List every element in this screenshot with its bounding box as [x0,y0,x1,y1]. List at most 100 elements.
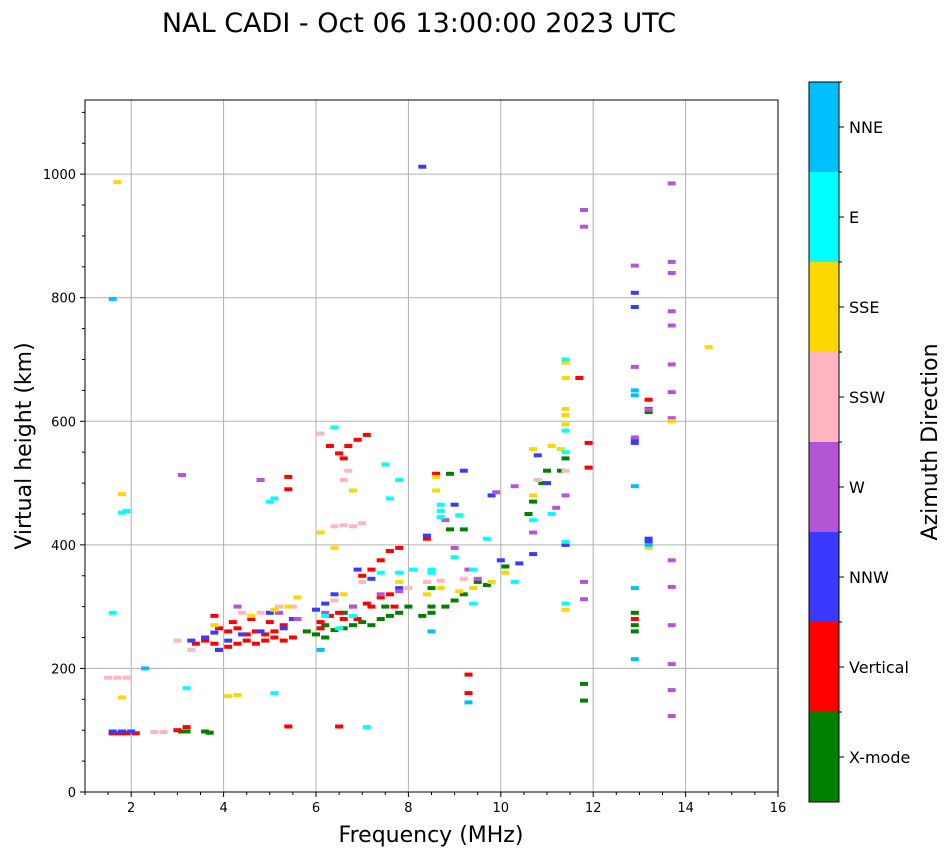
data-point [547,512,556,516]
plot-frame [85,100,778,792]
data-point [344,468,353,473]
data-point [335,626,344,631]
data-point [584,465,593,470]
data-point [367,623,376,628]
data-point [233,626,242,631]
data-point [118,492,126,497]
data-point [561,539,570,544]
data-point [367,576,376,581]
series-ssw [104,419,676,735]
data-point [270,607,279,612]
data-point [427,604,436,609]
data-point [362,601,371,606]
data-point [321,610,330,615]
data-point [432,488,441,493]
data-point [422,536,431,541]
data-point [339,610,348,615]
data-point [510,484,519,489]
data-point [210,641,219,646]
data-point [265,610,274,615]
y-tick-label: 800 [51,292,76,307]
data-point [543,481,551,486]
data-point [427,629,436,634]
data-point [496,558,505,563]
data-point [395,545,404,550]
data-point [459,468,468,473]
y-tick-label: 400 [51,539,76,554]
x-tick-label: 6 [312,801,320,816]
data-point [108,729,117,734]
data-point [288,635,297,640]
data-point [580,208,588,212]
data-point [409,567,417,572]
data-point [630,586,639,591]
data-point [339,617,348,621]
data-point [561,360,570,365]
data-point [630,393,639,398]
data-point [330,545,339,550]
colorbar-segment [809,352,839,442]
data-point [381,604,390,609]
data-point [529,499,538,504]
data-point [284,487,293,492]
data-point [358,521,367,526]
data-point [561,413,570,418]
data-point [376,592,385,597]
data-point [279,626,288,631]
data-point [529,493,538,498]
data-point [580,224,588,229]
data-point [556,468,565,473]
data-point [529,552,538,557]
data-point [238,632,247,637]
y-axis-label: Virtual height (km) [12,342,37,549]
data-point [667,662,676,667]
series-nne [108,296,653,705]
data-point [436,515,445,520]
data-point [215,626,223,631]
data-point [404,586,413,591]
colorbar-segment [809,532,839,622]
data-point [561,406,570,411]
x-tick-label: 14 [677,801,694,816]
data-point [667,309,676,314]
colorbar-tick-label: W [849,478,865,497]
x-tick-label: 16 [770,801,787,816]
data-point [381,462,390,467]
data-point [284,724,293,729]
data-point [182,729,191,734]
data-point [316,530,325,535]
data-point [293,617,302,621]
data-point [265,620,274,625]
data-point [667,584,676,589]
data-point [427,586,436,591]
data-point [215,647,223,652]
data-point [524,512,533,516]
data-point [436,578,445,583]
y-tick-label: 200 [51,662,76,677]
data-point [630,437,639,442]
data-point [459,527,468,532]
series-x-mode [108,410,653,735]
colorbar: X-mode Vertical NNW W SSW SSE E NNE [808,81,910,803]
chart-title: NAL CADI - Oct 06 13:00:00 2023 UTC [162,8,676,39]
data-point [547,444,556,448]
data-point [473,576,482,581]
data-point [580,579,588,584]
data-point [325,613,334,618]
colorbar-tick-label: NNE [849,118,883,137]
data-point [265,499,274,504]
data-point [667,558,676,563]
data-point [118,510,126,515]
data-point [210,630,219,635]
data-point [630,484,639,489]
data-point [330,425,339,430]
data-point [362,725,371,730]
colorbar-tick-label: X-mode [849,748,910,767]
data-point [233,693,242,697]
data-point [362,432,371,437]
data-point [561,601,570,606]
data-point [630,440,639,445]
data-point [630,629,639,634]
data-point [358,573,367,578]
data-point [422,533,431,538]
